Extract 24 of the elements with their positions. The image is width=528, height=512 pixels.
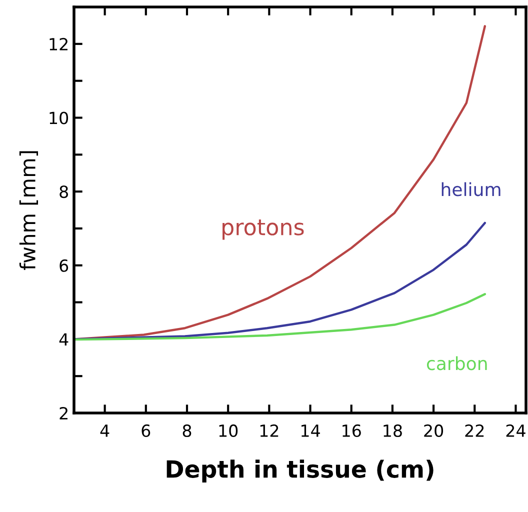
x-tick-label: 18 [384, 424, 402, 438]
y-tick-label: 2 [60, 406, 68, 420]
x-tick-label: 14 [302, 424, 320, 437]
line-series [74, 222, 486, 340]
x-tick-label: 10 [219, 424, 238, 438]
y-tick-label: 8 [60, 186, 68, 198]
y-tick-label: 4 [59, 333, 68, 346]
y-axis-title: fwhm [mm] [19, 151, 38, 270]
x-tick-label: 4 [100, 424, 110, 437]
x-tick-label: 6 [142, 424, 150, 438]
series-label: helium [442, 182, 500, 196]
y-tick-label: 12 [50, 38, 68, 50]
series-label: protons [222, 220, 304, 240]
y-tick-label: 10 [50, 112, 68, 124]
x-tick-label: 12 [260, 424, 278, 437]
x-tick-label: 16 [342, 424, 361, 438]
x-tick-label: 8 [182, 424, 192, 438]
x-tick-label: 24 [506, 424, 526, 437]
line-series [74, 293, 486, 341]
text: carbon [426, 356, 487, 370]
x-axis-title: Depth in tissue (cm) [166, 460, 434, 483]
y-tick-label: 6 [60, 259, 68, 272]
x-tick-label: 22 [465, 424, 484, 437]
x-tick-label: 20 [424, 424, 444, 438]
